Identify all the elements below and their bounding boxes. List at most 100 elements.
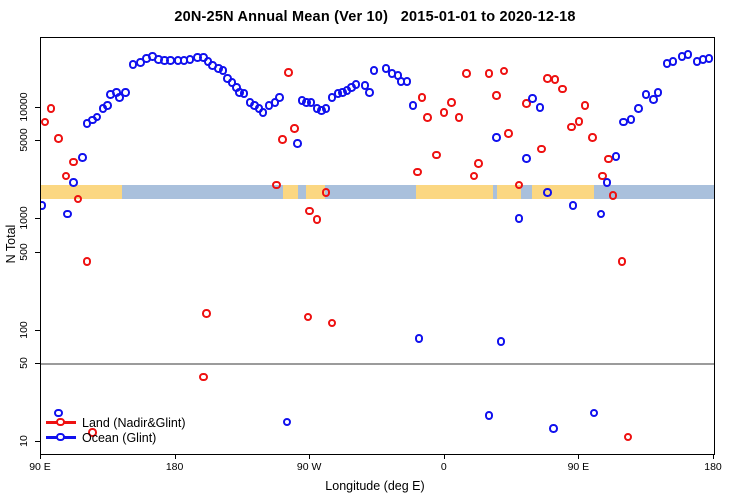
surface-band-land-segment: [416, 185, 493, 199]
x-tick-label: 180: [704, 461, 722, 473]
chart-title: 20N-25N Annual Mean (Ver 10) 2015-01-01 …: [174, 9, 576, 25]
data-point-land: [623, 432, 633, 442]
x-tick: [443, 454, 445, 459]
surface-band-land-segment: [283, 185, 299, 199]
data-point-ocean: [239, 89, 249, 98]
data-point-land: [537, 144, 546, 154]
data-point-land: [492, 91, 501, 100]
data-point-ocean: [649, 95, 658, 104]
surface-band-land-segment: [41, 185, 122, 199]
data-point-ocean: [626, 115, 636, 124]
data-point-land: [284, 68, 293, 77]
data-point-ocean: [369, 66, 379, 75]
data-point-ocean: [258, 108, 268, 117]
data-point-land: [312, 215, 322, 224]
data-point-land: [514, 180, 524, 190]
data-point-ocean: [568, 201, 578, 210]
data-point-land: [504, 129, 513, 138]
data-point-ocean: [414, 334, 424, 343]
legend-symbol: [46, 432, 76, 443]
data-point-land: [327, 318, 337, 328]
data-point-ocean: [381, 64, 391, 73]
y-tick: [35, 441, 40, 442]
y-tick-label: 10: [18, 435, 30, 447]
y-tick: [35, 140, 40, 142]
surface-band-land-segment: [497, 185, 522, 199]
legend-symbol: [46, 417, 76, 428]
x-axis-label: Longitude (deg E): [325, 479, 425, 493]
legend-row: Land (Nadir&Glint): [46, 415, 186, 430]
legend-label: Land (Nadir&Glint): [82, 415, 186, 430]
data-point-ocean: [589, 408, 598, 418]
data-point-ocean: [641, 90, 651, 99]
data-point-ocean: [535, 103, 545, 112]
x-tick: [309, 454, 311, 459]
y-tick-label: 1000: [18, 206, 30, 230]
data-point-ocean: [514, 214, 524, 223]
data-point-land: [417, 93, 427, 102]
y-tick-label: 50: [18, 357, 30, 369]
data-point-land: [580, 101, 590, 110]
data-point-land: [69, 157, 78, 167]
data-point-land: [474, 159, 483, 168]
data-point-land: [588, 133, 597, 142]
data-point-ocean: [704, 54, 714, 63]
data-point-land: [567, 122, 576, 132]
data-point-ocean: [549, 424, 558, 433]
data-point-land: [558, 84, 567, 94]
data-point-ocean: [63, 209, 72, 219]
x-tick-label: 0: [440, 461, 447, 473]
data-point-land: [574, 117, 584, 126]
legend: Land (Nadir&Glint) Ocean (Glint): [46, 414, 186, 446]
data-point-land: [278, 135, 287, 144]
data-point-ocean: [360, 81, 370, 90]
data-point-ocean: [634, 104, 643, 113]
data-point-ocean: [227, 78, 237, 87]
y-tick-label: 10000: [18, 91, 30, 122]
data-point-land: [484, 69, 494, 78]
data-point-land: [321, 188, 331, 197]
x-tick: [174, 454, 176, 459]
data-point-ocean: [78, 153, 87, 162]
legend-circle-icon: [56, 417, 65, 426]
y-tick: [35, 251, 40, 253]
data-point-land: [447, 98, 456, 107]
legend-circle-icon: [56, 432, 65, 441]
data-point-ocean: [408, 101, 418, 110]
data-point-land: [272, 180, 281, 190]
data-point-ocean: [496, 337, 506, 346]
data-point-land: [608, 191, 618, 200]
data-point-ocean: [218, 66, 228, 75]
surface-band-land-segment: [531, 185, 595, 199]
data-point-ocean: [522, 154, 531, 163]
data-point-ocean: [528, 94, 537, 103]
surface-band-land-segment: [305, 185, 326, 199]
data-point-ocean: [484, 411, 494, 420]
data-point-land: [550, 75, 560, 84]
plot-area: Land (Nadir&Glint) Ocean (Glint): [40, 37, 715, 455]
data-point-land: [61, 171, 71, 181]
x-tick: [578, 454, 580, 459]
data-point-ocean: [683, 50, 693, 59]
y-tick: [35, 363, 40, 365]
data-point-ocean: [321, 104, 331, 113]
data-point-land: [202, 309, 211, 318]
data-point-ocean: [306, 98, 316, 107]
y-tick-label: 5000: [18, 128, 30, 152]
data-point-land: [462, 69, 471, 78]
y-tick-label: 100: [18, 320, 30, 339]
data-point-ocean: [653, 88, 663, 97]
data-point-land: [290, 124, 299, 133]
data-point-ocean: [54, 408, 63, 418]
y-axis-label: N Total: [4, 224, 18, 264]
data-point-ocean: [668, 57, 678, 66]
reference-line-50: [41, 363, 714, 366]
data-point-ocean: [293, 139, 302, 148]
data-point-ocean: [351, 80, 361, 89]
x-tick-label: 90 E: [29, 461, 51, 473]
data-point-ocean: [543, 188, 552, 197]
data-point-ocean: [492, 133, 501, 142]
data-point-land: [303, 312, 313, 322]
data-point-ocean: [596, 209, 606, 219]
